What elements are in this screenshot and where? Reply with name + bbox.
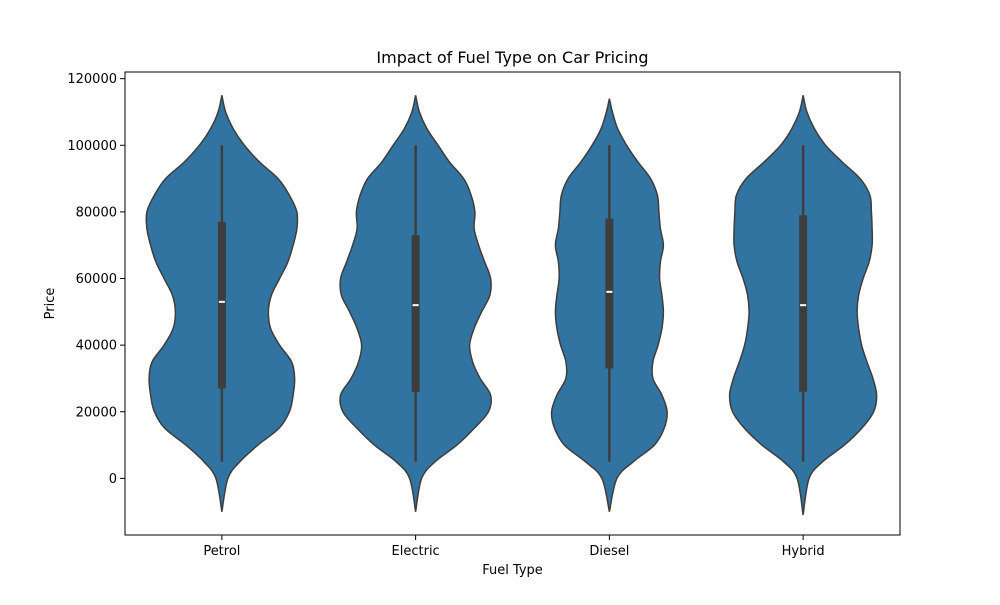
chart-title: Impact of Fuel Type on Car Pricing (376, 48, 648, 67)
x-tick-label-electric: Electric (392, 544, 440, 559)
violin-iqr-box (799, 215, 808, 392)
y-tick-label: 20000 (76, 405, 117, 420)
y-tick-label: 100000 (67, 139, 117, 154)
y-tick-label: 0 (109, 472, 117, 487)
violin-group-hybrid (728, 95, 878, 516)
plot-frame (124, 71, 901, 536)
violin-iqr-box (411, 235, 420, 392)
y-tick-label: 120000 (67, 72, 117, 87)
violin-iqr-box (217, 221, 226, 389)
violin-group-electric (339, 95, 492, 512)
x-tick-label-hybrid: Hybrid (782, 544, 825, 559)
x-axis-label: Fuel Type (482, 563, 543, 578)
y-tick-label: 40000 (76, 339, 117, 354)
x-tick-label-petrol: Petrol (203, 544, 240, 559)
violin-group-petrol (145, 95, 299, 512)
violin-iqr-box (605, 218, 614, 369)
y-tick-label: 80000 (76, 205, 117, 220)
y-tick-label: 60000 (76, 272, 117, 287)
violin-group-diesel (550, 98, 668, 512)
x-tick-label-diesel: Diesel (589, 544, 629, 559)
y-axis-label: Price (43, 288, 58, 320)
